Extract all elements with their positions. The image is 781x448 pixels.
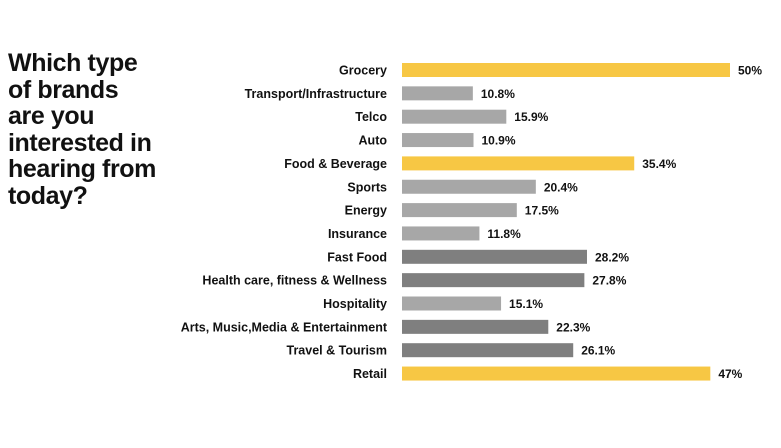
bar bbox=[402, 273, 585, 288]
value-label: 15.1% bbox=[509, 297, 543, 311]
value-label: 27.8% bbox=[592, 274, 626, 288]
value-label: 22.3% bbox=[556, 320, 590, 334]
bar bbox=[402, 179, 536, 194]
bar bbox=[402, 63, 730, 77]
value-label: 50% bbox=[738, 64, 762, 78]
category-label: Hospitality bbox=[323, 297, 387, 311]
category-label: Arts, Music,Media & Entertainment bbox=[181, 320, 388, 334]
bar bbox=[402, 133, 474, 148]
category-label: Insurance bbox=[328, 227, 387, 241]
value-label: 17.5% bbox=[525, 204, 559, 218]
value-label: 26.1% bbox=[581, 344, 615, 358]
category-label: Food & Beverage bbox=[284, 157, 387, 171]
bar bbox=[402, 343, 574, 358]
category-label: Telco bbox=[355, 110, 387, 124]
category-label: Transport/Infrastructure bbox=[245, 87, 387, 101]
bar bbox=[402, 319, 549, 334]
value-label: 28.2% bbox=[595, 250, 629, 264]
value-label: 35.4% bbox=[642, 157, 676, 171]
category-label: Auto bbox=[359, 134, 388, 148]
bar bbox=[402, 86, 473, 101]
bar bbox=[402, 226, 480, 241]
category-label: Energy bbox=[345, 204, 387, 218]
category-label: Sports bbox=[347, 180, 387, 194]
value-label: 47% bbox=[718, 367, 742, 381]
category-label: Grocery bbox=[339, 64, 387, 78]
bar bbox=[402, 249, 587, 264]
value-label: 11.8% bbox=[487, 227, 521, 241]
category-label: Travel & Tourism bbox=[287, 344, 388, 358]
bar bbox=[402, 366, 711, 381]
value-label: 20.4% bbox=[544, 180, 578, 194]
chart-title: Which type of brands are you interested … bbox=[8, 49, 156, 210]
value-label: 10.8% bbox=[481, 87, 515, 101]
value-label: 10.9% bbox=[482, 134, 516, 148]
category-label: Fast Food bbox=[327, 250, 387, 264]
value-label: 15.9% bbox=[514, 110, 548, 124]
bar bbox=[402, 109, 507, 124]
bar bbox=[402, 203, 517, 218]
category-label: Retail bbox=[353, 367, 387, 381]
bar bbox=[402, 156, 635, 171]
bar bbox=[402, 296, 502, 311]
category-label: Health care, fitness & Wellness bbox=[202, 274, 387, 288]
